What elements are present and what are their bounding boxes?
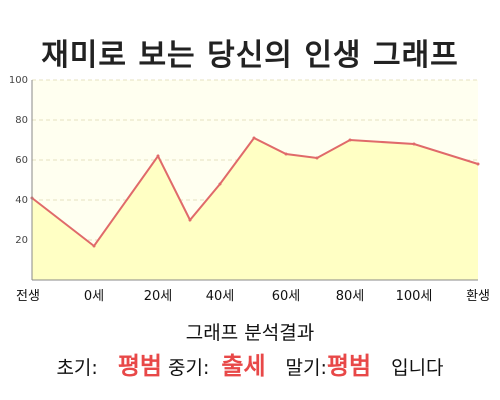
early-stage-label: 초기: [56,357,98,379]
data-point [218,182,222,186]
y-tick-label: 20 [15,235,28,246]
data-point [188,218,192,222]
analysis-heading: 그래프 분석결과 [185,322,315,344]
y-tick-labels: 20 40 60 80 100 [9,75,28,246]
x-tick-label: 80세 [336,289,365,304]
data-point [476,162,480,166]
data-point [412,142,416,146]
middle-stage-label: 중기: [168,357,210,379]
analysis-result: 초기: 평범 중기: 출세 말기:평범 입니다 [0,346,500,381]
x-tick-labels: 전생 0세 20세 40세 60세 80세 100세 환생 [16,289,490,304]
x-tick-label: 100세 [396,289,433,304]
y-tick-label: 40 [15,195,28,206]
data-point [252,136,256,140]
middle-stage-value: 출세 [221,352,266,380]
x-tick-label: 환생 [466,289,490,304]
life-graph-chart: 20 40 60 80 100 전생 0세 20세 40세 60세 80세 100세 환생 [9,75,490,304]
y-tick-label: 100 [9,75,28,86]
y-tick-label: 60 [15,155,28,166]
data-area-layer [30,136,480,280]
data-point [284,152,288,156]
data-point [348,138,352,142]
late-stage-value: 평범 [326,352,372,380]
x-tick-label: 20세 [144,289,173,304]
chart-title: 재미로 보는 당신의 인생 그래프 [41,38,459,73]
x-tick-label: 0세 [84,289,104,304]
data-point [315,156,319,160]
x-tick-label: 40세 [206,289,235,304]
result-suffix: 입니다 [391,357,444,379]
data-point [156,154,160,158]
data-point [92,244,96,248]
x-tick-label: 전생 [16,289,40,304]
data-area [32,138,478,280]
y-tick-label: 80 [15,115,28,126]
x-tick-label: 60세 [272,289,301,304]
late-stage-label: 말기: [285,357,327,379]
early-stage-value: 평범 [117,352,162,380]
axes [31,80,478,281]
